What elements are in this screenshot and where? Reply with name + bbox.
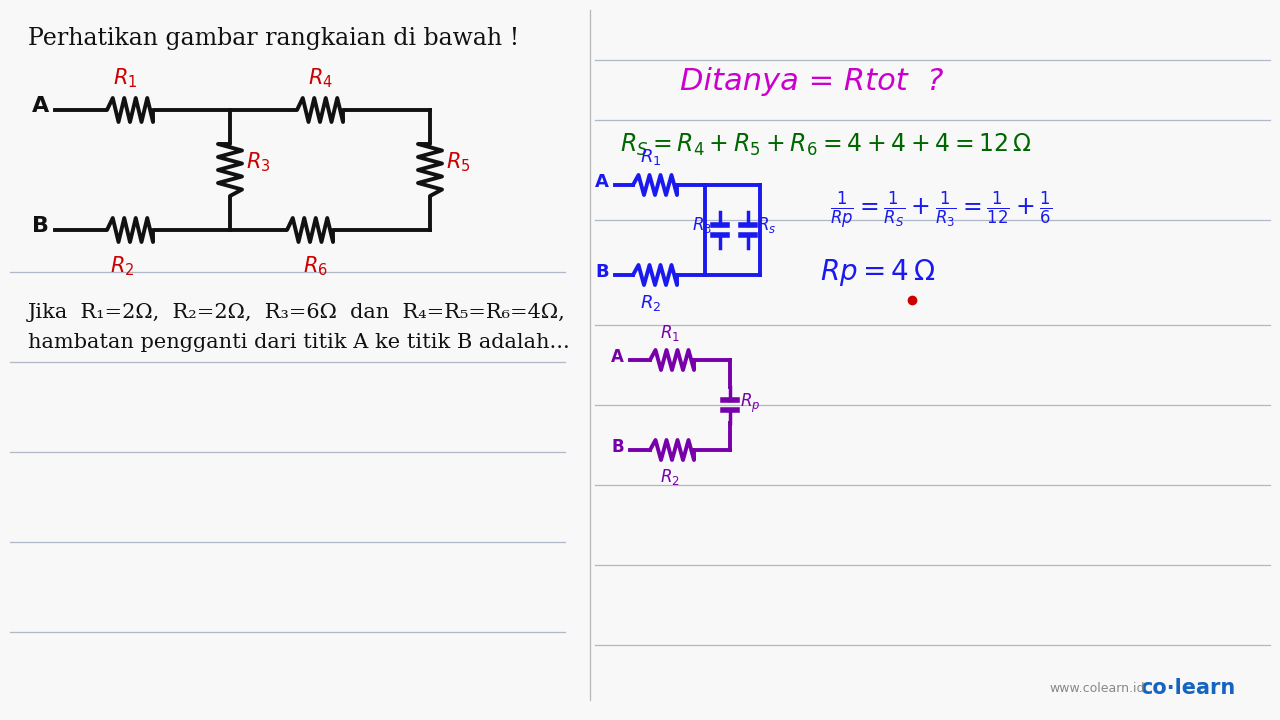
Text: $R_5$: $R_5$ [445, 150, 471, 174]
Text: Jika  R₁=2Ω,  R₂=2Ω,  R₃=6Ω  dan  R₄=R₅=R₆=4Ω,: Jika R₁=2Ω, R₂=2Ω, R₃=6Ω dan R₄=R₅=R₆=4Ω… [28, 302, 566, 322]
Text: $R_p$: $R_p$ [740, 392, 760, 415]
Text: $Rp = 4\,\Omega$: $Rp = 4\,\Omega$ [820, 256, 936, 287]
Text: Ditanya = Rtot  ?: Ditanya = Rtot ? [680, 68, 943, 96]
Text: $R_2$: $R_2$ [660, 467, 680, 487]
Text: $R_s$: $R_s$ [756, 215, 777, 235]
Text: $R_1$: $R_1$ [640, 147, 662, 167]
Text: $R_3$: $R_3$ [692, 215, 712, 235]
Text: $\frac{1}{Rp} = \frac{1}{R_S} + \frac{1}{R_3} = \frac{1}{12} + \frac{1}{6}$: $\frac{1}{Rp} = \frac{1}{R_S} + \frac{1}… [829, 189, 1052, 231]
Text: $R_2$: $R_2$ [110, 254, 134, 278]
Text: A: A [611, 348, 625, 366]
Text: Perhatikan gambar rangkaian di bawah !: Perhatikan gambar rangkaian di bawah ! [28, 27, 520, 50]
Text: $R_6$: $R_6$ [302, 254, 328, 278]
Text: hambatan pengganti dari titik A ke titik B adalah...: hambatan pengganti dari titik A ke titik… [28, 333, 570, 351]
Text: $R_S = R_4 + R_5 + R_6 = 4 + 4 + 4 = 12\,\Omega$: $R_S = R_4 + R_5 + R_6 = 4 + 4 + 4 = 12\… [620, 132, 1032, 158]
Text: $R_1$: $R_1$ [113, 66, 137, 90]
Text: $R_3$: $R_3$ [246, 150, 270, 174]
Text: A: A [595, 173, 609, 191]
Text: $R_1$: $R_1$ [660, 323, 680, 343]
Text: www.colearn.id: www.colearn.id [1050, 682, 1146, 695]
Text: A: A [32, 96, 49, 116]
Text: B: B [32, 216, 49, 236]
Text: $R_2$: $R_2$ [640, 293, 662, 313]
Text: $R_4$: $R_4$ [307, 66, 333, 90]
Text: co·learn: co·learn [1139, 678, 1235, 698]
Text: B: B [595, 263, 609, 281]
Text: B: B [612, 438, 625, 456]
